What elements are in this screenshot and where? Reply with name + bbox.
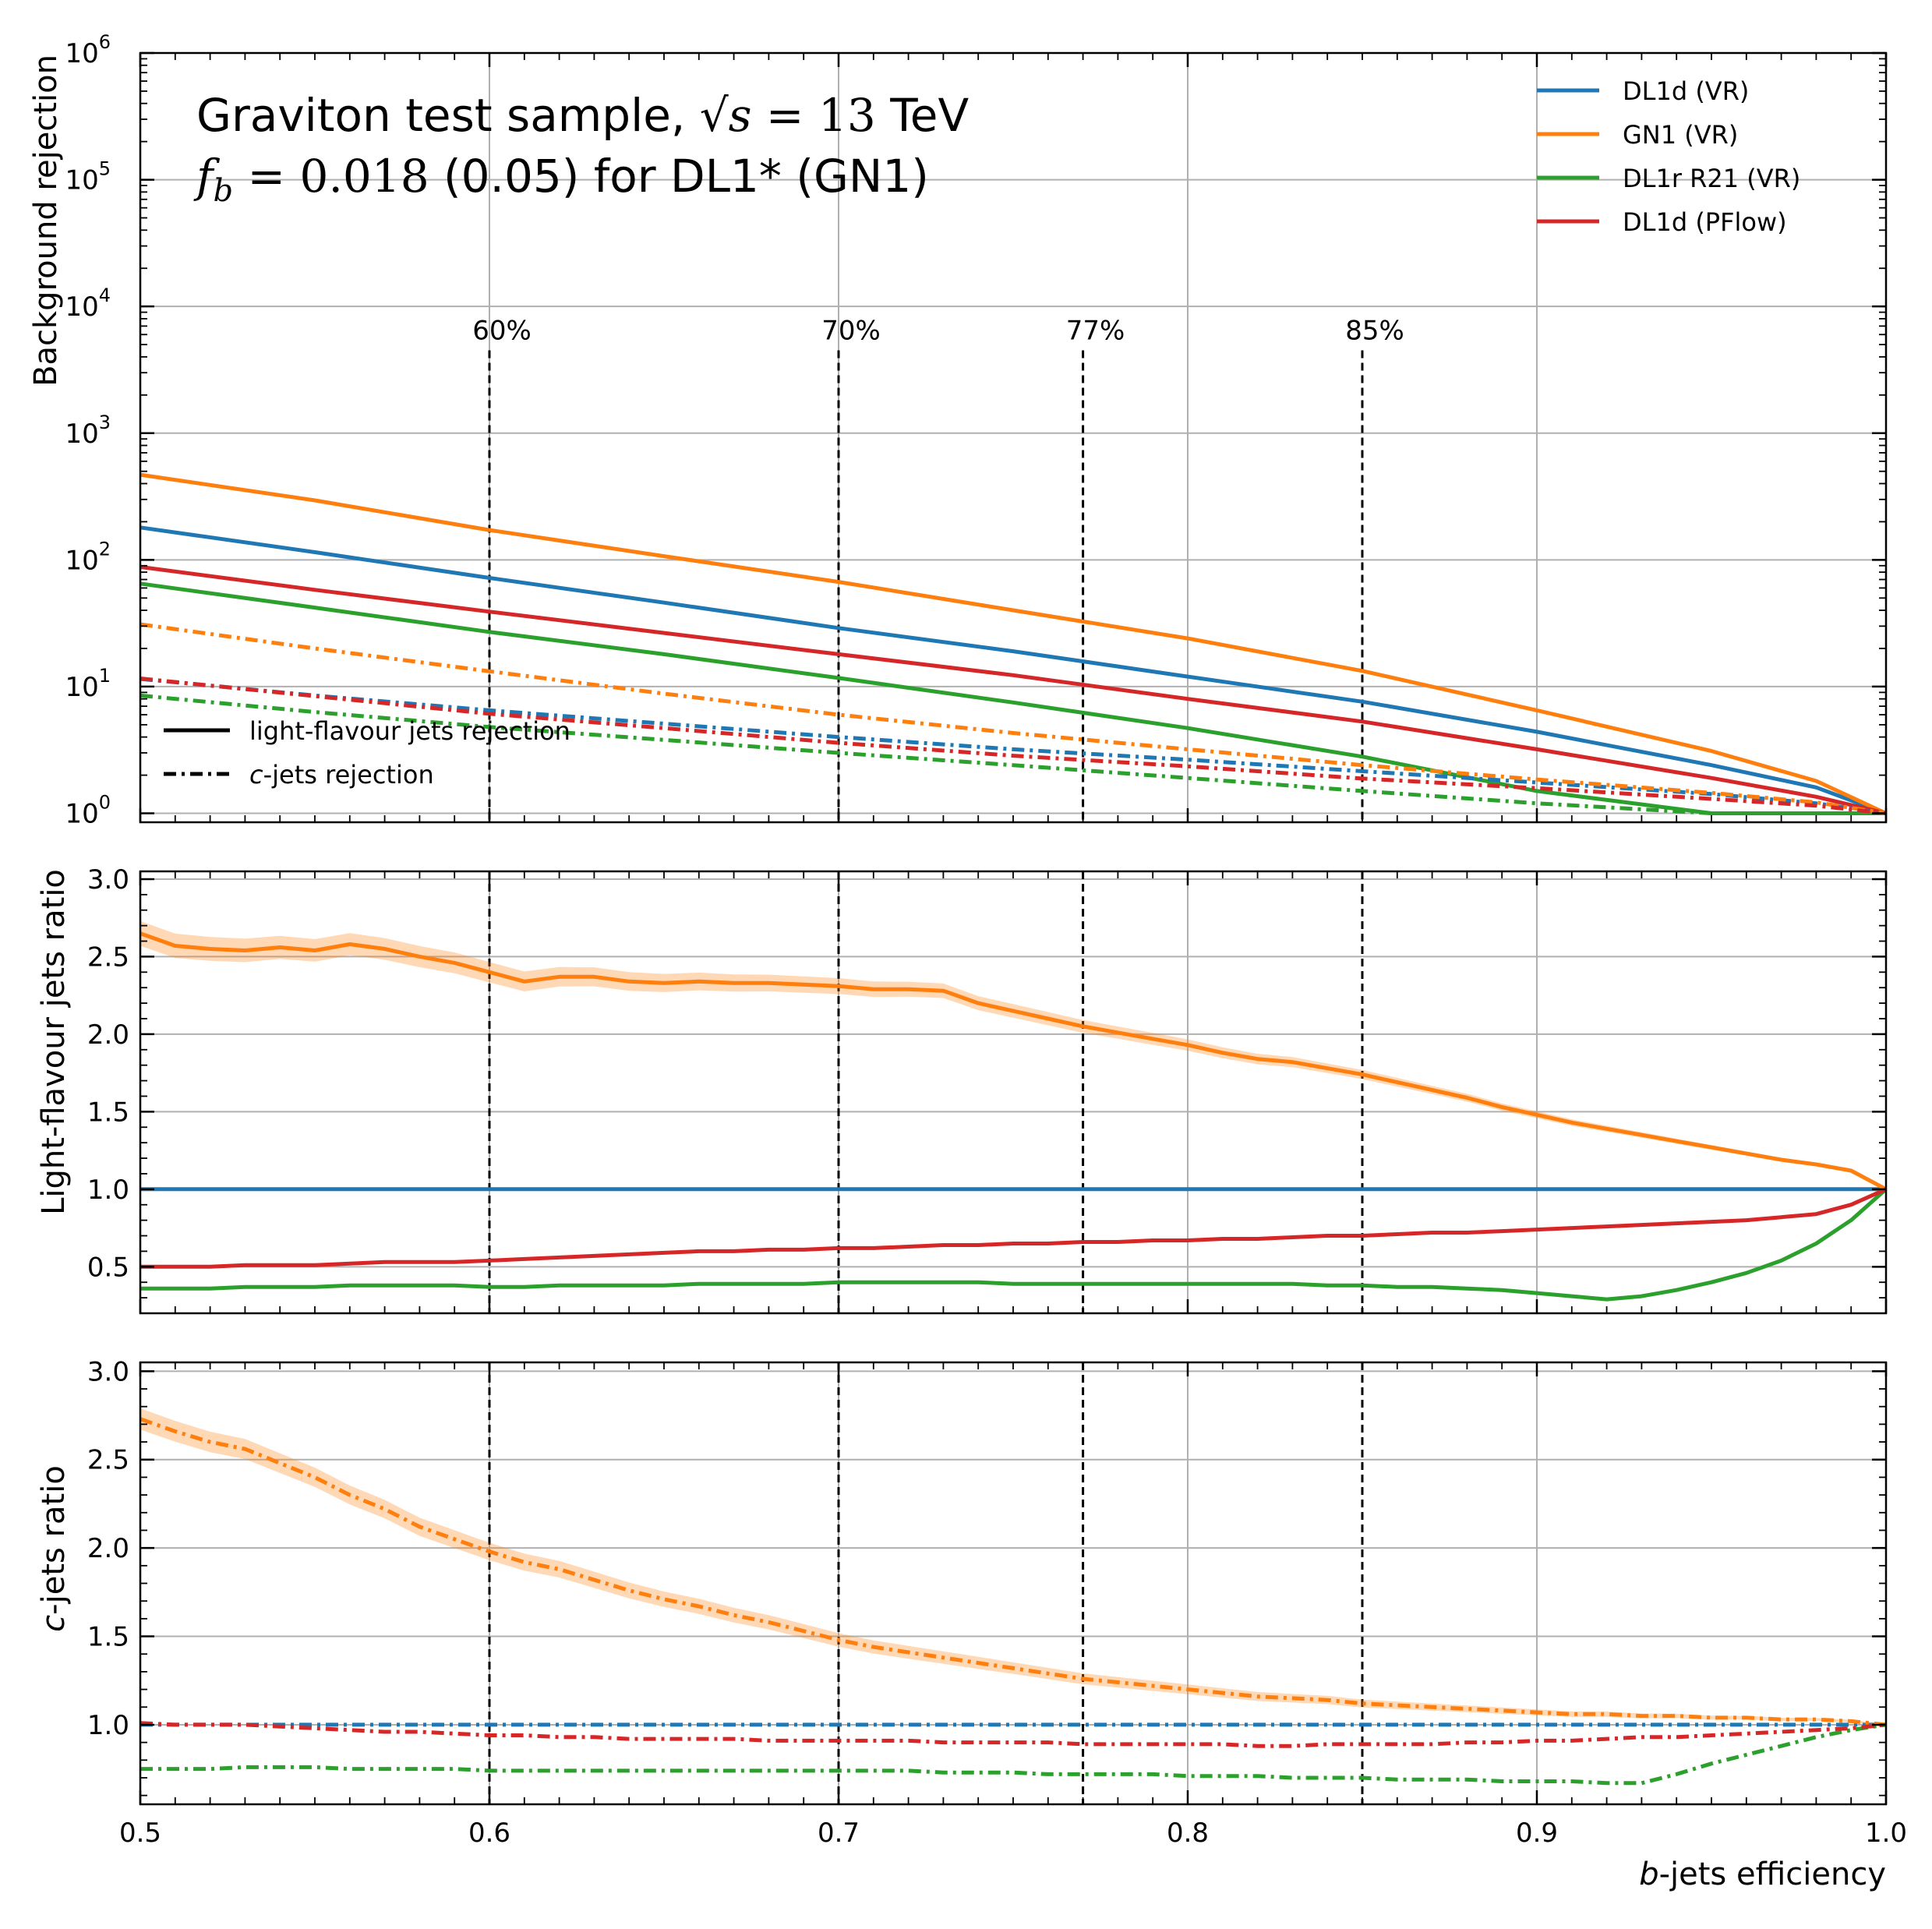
legend-label: DL1d (VR) bbox=[1623, 76, 1749, 106]
y-tick-label: 2.5 bbox=[87, 1445, 129, 1476]
chart-title-line-2: fb = 0.018 (0.05) for DL1* (GN1) bbox=[193, 150, 929, 209]
series-line-dl1r-r21-vr-solid bbox=[140, 1187, 1888, 1302]
x-tick-label: 0.9 bbox=[1516, 1818, 1558, 1849]
light-ratio-y-label: Light-flavour jets ratio bbox=[36, 869, 72, 1215]
x-tick-label: 0.7 bbox=[818, 1818, 860, 1849]
style-legend-item-solid: light-flavour jets rejection bbox=[164, 716, 570, 746]
series-line-dl1r-r21-vr-dashdot bbox=[140, 693, 1886, 815]
y-tick-label: 0.5 bbox=[87, 1252, 129, 1283]
c-ratio-series bbox=[140, 1408, 1887, 1786]
series-line-dl1d-pflow-solid bbox=[140, 1187, 1888, 1269]
style-legend-item-dashdot: c-jets rejection bbox=[164, 760, 434, 790]
y-tick-label: 104 bbox=[65, 284, 111, 323]
c-ratio-ticks: 1.0 1.5 2.0 2.5 3.0 0.5 0.6 0.7 0.8 0.9 1.0 bbox=[87, 1356, 1907, 1849]
y-tick-label: 102 bbox=[65, 538, 111, 576]
series-line-gn1-vr-dashdot bbox=[140, 1417, 1887, 1727]
legend-label: DL1d (PFlow) bbox=[1623, 207, 1787, 237]
x-tick-label: 0.5 bbox=[119, 1818, 161, 1849]
series-line-dl1d-vr-solid bbox=[140, 525, 1887, 815]
x-tick-label: 1.0 bbox=[1865, 1818, 1907, 1849]
color-legend: DL1d (VR) GN1 (VR) DL1r R21 (VR) DL1d (P… bbox=[1537, 76, 1800, 237]
legend-item-gn1-vr: GN1 (VR) bbox=[1537, 120, 1738, 150]
legend-item-dl1r-r21-vr: DL1r R21 (VR) bbox=[1537, 164, 1800, 193]
series-line-gn1-vr-solid bbox=[140, 472, 1888, 815]
working-point-lines: 60% 70% 77% 85% bbox=[472, 316, 1404, 822]
y-tick-label: 1.0 bbox=[87, 1175, 129, 1206]
light-ratio-grid bbox=[140, 871, 1887, 1313]
series-line-gn1-vr-dashdot bbox=[140, 622, 1887, 815]
style-legend: light-flavour jets rejection c-jets reje… bbox=[164, 716, 570, 790]
light-ratio-panel: 0.5 1.0 1.5 2.0 2.5 3.0 Light-flavour jets ra… bbox=[36, 864, 1888, 1315]
c-ratio-panel: 1.0 1.5 2.0 2.5 3.0 0.5 0.6 0.7 0.8 0.9 1.0 c-jets… bbox=[36, 1356, 1907, 1892]
light-ratio-ticks: 0.5 1.0 1.5 2.0 2.5 3.0 bbox=[87, 864, 1888, 1314]
legend-item-dl1d-vr: DL1d (VR) bbox=[1537, 76, 1749, 106]
style-legend-label: light-flavour jets rejection bbox=[249, 716, 570, 746]
working-point-lines bbox=[488, 871, 1364, 1313]
rejection-y-label: Background rejection bbox=[28, 55, 64, 387]
legend-label: DL1r R21 (VR) bbox=[1623, 164, 1800, 193]
y-tick-label: 105 bbox=[65, 158, 111, 196]
x-axis-label: b-jets efficiency bbox=[1639, 1857, 1886, 1892]
c-ratio-y-label: c-jets ratio bbox=[36, 1465, 72, 1632]
y-tick-label: 3.0 bbox=[87, 864, 129, 896]
rejection-panel: 60% 70% 77% 85% 100 101 102 103 104 105 106 Backg… bbox=[28, 31, 1888, 830]
y-tick-label: 1.5 bbox=[87, 1097, 129, 1128]
legend-item-dl1d-pflow: DL1d (PFlow) bbox=[1537, 207, 1787, 237]
y-tick-label: 101 bbox=[65, 665, 111, 703]
series-line-gn1-vr-solid bbox=[140, 931, 1888, 1192]
chart-title-line-1: Graviton test sample, √s = 13 TeV bbox=[196, 89, 969, 142]
y-tick-label: 1.5 bbox=[87, 1622, 129, 1653]
style-legend-label: c-jets rejection bbox=[249, 760, 434, 790]
y-tick-label: 106 bbox=[65, 31, 111, 69]
rejection-ticks: 100 101 102 103 104 105 106 bbox=[65, 31, 1888, 830]
y-tick-label: 2.5 bbox=[87, 942, 129, 973]
y-tick-label: 1.0 bbox=[87, 1710, 129, 1741]
x-tick-label: 0.8 bbox=[1167, 1818, 1209, 1849]
series-line-dl1d-pflow-dashdot bbox=[140, 677, 1887, 815]
working-point-label: 60% bbox=[472, 316, 532, 347]
working-point-label: 77% bbox=[1066, 316, 1125, 347]
x-tick-label: 0.6 bbox=[468, 1818, 510, 1849]
y-tick-label: 100 bbox=[65, 792, 111, 830]
working-point-lines bbox=[488, 1362, 1364, 1804]
rejection-series bbox=[140, 472, 1888, 815]
y-tick-label: 2.0 bbox=[87, 1533, 129, 1564]
legend-label: GN1 (VR) bbox=[1623, 120, 1738, 150]
y-tick-label: 2.0 bbox=[87, 1019, 129, 1051]
y-tick-label: 3.0 bbox=[87, 1356, 129, 1387]
light-ratio-series bbox=[140, 920, 1888, 1302]
working-point-label: 85% bbox=[1345, 316, 1404, 347]
working-point-label: 70% bbox=[821, 316, 881, 347]
uncertainty-band-gn1-vr bbox=[140, 920, 1886, 1191]
y-tick-label: 103 bbox=[65, 412, 111, 450]
series-line-dl1d-pflow-solid bbox=[140, 564, 1887, 815]
